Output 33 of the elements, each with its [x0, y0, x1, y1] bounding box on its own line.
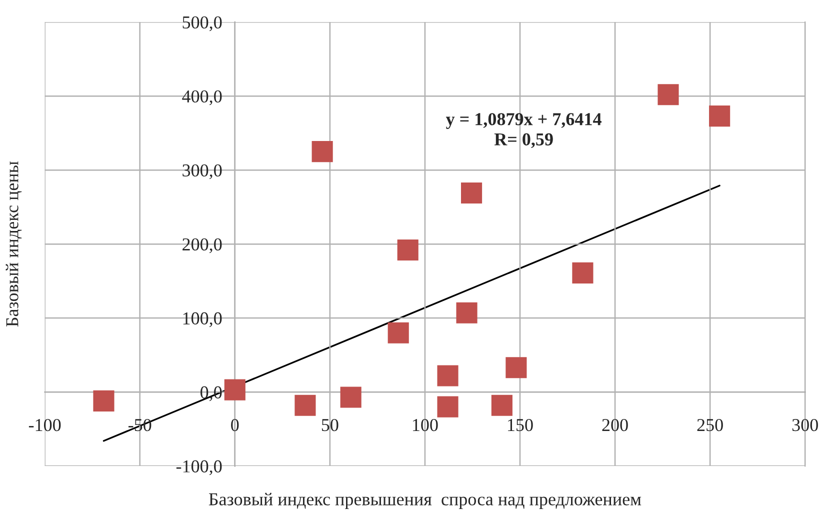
x-tick-label: 200 — [602, 418, 628, 432]
y-tick-label: 400,0 — [182, 90, 222, 106]
point — [709, 106, 730, 127]
point — [437, 396, 458, 418]
y-tick-label: 300,0 — [182, 164, 222, 180]
point — [658, 84, 679, 106]
x-tick-label: 0 — [231, 418, 239, 432]
point — [572, 262, 594, 284]
x-axis-title: Базовый индекс превышения спроса над предложением — [208, 492, 642, 510]
x-tick-label: 300 — [792, 418, 818, 432]
point — [224, 379, 246, 400]
y-tick-label: -100,0 — [176, 460, 222, 476]
point — [460, 182, 482, 204]
point — [294, 394, 316, 416]
annotation: y = 1,0879x + 7,6414 R= 0,59 — [446, 113, 602, 148]
y-tick-label: 100,0 — [183, 312, 222, 328]
point — [456, 302, 478, 324]
x-tick-label: 50 — [322, 418, 338, 432]
point — [388, 322, 409, 344]
x-tick-label: -100 — [28, 418, 61, 432]
point — [491, 394, 512, 416]
point — [312, 141, 333, 162]
x-tick-label: 150 — [508, 418, 533, 432]
x-tick-label: 100 — [413, 418, 438, 432]
y-axis-title: Базовый индекс цены — [6, 161, 22, 327]
y-tick-label: 500,0 — [182, 16, 222, 32]
y-tick-label: 200,0 — [182, 238, 222, 254]
x-tick-label: 250 — [697, 418, 723, 432]
point — [506, 357, 527, 378]
point — [93, 390, 114, 412]
point — [397, 239, 418, 261]
point — [340, 386, 362, 408]
point — [437, 365, 458, 386]
